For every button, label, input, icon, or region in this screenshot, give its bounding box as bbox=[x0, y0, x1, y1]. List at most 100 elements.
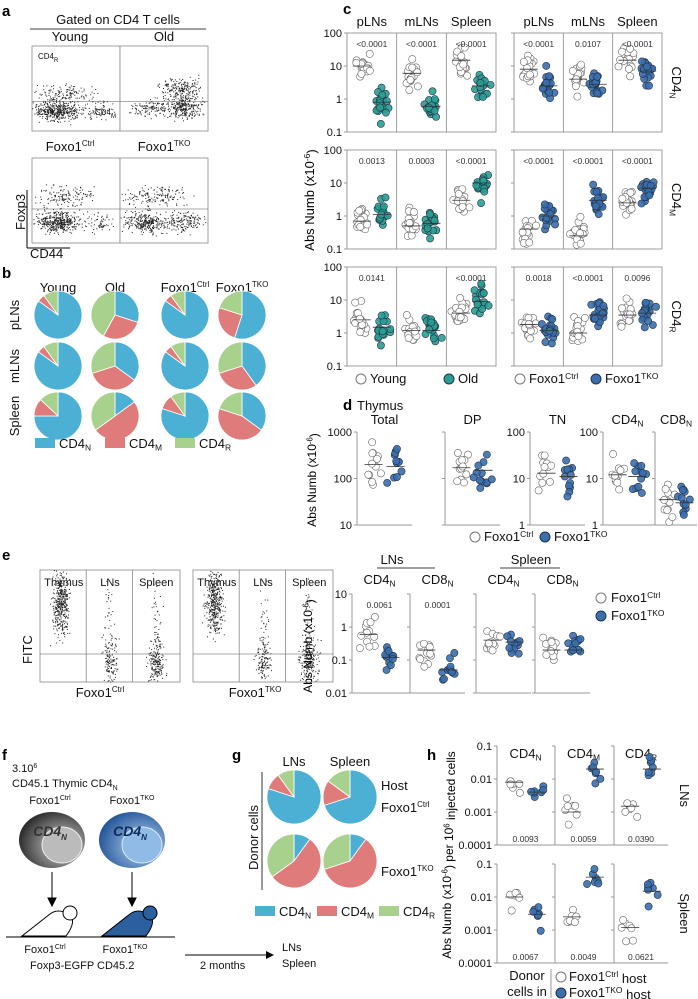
event-dot bbox=[224, 610, 226, 612]
event-dot bbox=[49, 222, 51, 224]
data-point bbox=[609, 450, 617, 458]
event-dot bbox=[151, 640, 153, 642]
event-dot bbox=[175, 83, 177, 85]
data-point bbox=[408, 55, 417, 64]
event-dot bbox=[199, 217, 201, 219]
event-dot bbox=[129, 219, 131, 221]
event-dot bbox=[47, 112, 49, 114]
event-dot bbox=[174, 106, 176, 108]
event-dot bbox=[207, 619, 209, 621]
event-dot bbox=[49, 109, 51, 111]
event-dot bbox=[219, 591, 221, 593]
event-dot bbox=[62, 104, 64, 106]
event-dot bbox=[60, 590, 62, 592]
event-dot bbox=[221, 619, 223, 621]
event-dot bbox=[116, 668, 118, 670]
event-dot bbox=[72, 226, 74, 228]
event-dot bbox=[157, 103, 159, 105]
event-dot bbox=[152, 107, 154, 109]
event-dot bbox=[220, 623, 222, 625]
event-dot bbox=[155, 603, 157, 605]
event-dot bbox=[56, 628, 58, 630]
event-dot bbox=[58, 233, 60, 235]
event-dot bbox=[307, 659, 309, 661]
event-dot bbox=[87, 218, 89, 220]
p-value: 0.0013 bbox=[359, 156, 385, 166]
event-dot bbox=[213, 594, 215, 596]
event-dot bbox=[46, 115, 48, 117]
event-dot bbox=[186, 223, 188, 225]
tick-label: 10 bbox=[340, 520, 352, 532]
event-dot bbox=[144, 112, 146, 114]
event-dot bbox=[116, 664, 118, 666]
event-dot bbox=[134, 103, 136, 105]
event-dot bbox=[179, 104, 181, 106]
event-dot bbox=[179, 91, 181, 93]
event-dot bbox=[67, 205, 69, 207]
event-dot bbox=[43, 209, 45, 211]
event-dot bbox=[190, 104, 192, 106]
event-dot bbox=[55, 622, 57, 624]
data-point bbox=[482, 450, 491, 459]
event-dot bbox=[182, 192, 184, 194]
group-treated bbox=[628, 459, 651, 497]
plot-title: CD4N bbox=[611, 412, 643, 429]
data-point bbox=[437, 333, 446, 342]
event-dot bbox=[63, 605, 65, 607]
event-dot bbox=[209, 575, 211, 577]
event-dot bbox=[136, 226, 138, 228]
event-dot bbox=[194, 82, 196, 84]
event-dot bbox=[154, 102, 156, 104]
event-dot bbox=[149, 652, 151, 654]
event-dot bbox=[190, 225, 192, 227]
event-dot bbox=[57, 585, 59, 586]
event-dot bbox=[195, 97, 197, 99]
event-dot bbox=[60, 605, 62, 607]
event-dot bbox=[104, 219, 106, 221]
tick-label: 100 bbox=[507, 427, 525, 439]
event-dot bbox=[196, 226, 198, 228]
event-dot bbox=[89, 113, 91, 115]
event-dot bbox=[156, 225, 158, 227]
event-dot bbox=[183, 91, 185, 93]
plots-c: pLNs mLNs Spleen pLNs mLNs Spleen0.1110100<0.… bbox=[302, 14, 684, 386]
event-dot bbox=[185, 115, 187, 117]
event-dot bbox=[45, 190, 47, 192]
data-point bbox=[637, 199, 646, 208]
event-dot bbox=[157, 662, 159, 664]
event-dot bbox=[182, 99, 184, 101]
event-dot bbox=[193, 85, 195, 87]
event-dot bbox=[263, 623, 265, 625]
event-dot bbox=[57, 603, 59, 605]
event-dot bbox=[150, 640, 152, 642]
data-point bbox=[413, 82, 422, 91]
event-dot bbox=[131, 224, 133, 226]
event-dot bbox=[102, 225, 104, 227]
event-dot bbox=[68, 120, 70, 122]
event-dot bbox=[49, 115, 51, 117]
event-dot bbox=[265, 668, 267, 670]
legend-swatch bbox=[105, 438, 125, 448]
event-dot bbox=[93, 224, 95, 226]
event-dot bbox=[105, 661, 107, 663]
event-dot bbox=[257, 648, 259, 650]
event-dot bbox=[213, 593, 215, 595]
event-dot bbox=[65, 98, 67, 100]
event-dot bbox=[90, 115, 92, 117]
event-dot bbox=[58, 116, 60, 118]
event-dot bbox=[124, 216, 126, 218]
event-dot bbox=[158, 228, 160, 230]
event-dot bbox=[63, 615, 65, 617]
event-dot bbox=[53, 621, 55, 623]
event-dot bbox=[65, 194, 67, 196]
event-dot bbox=[57, 217, 59, 219]
event-dot bbox=[211, 603, 213, 605]
event-dot bbox=[65, 83, 67, 85]
event-dot bbox=[148, 221, 150, 223]
event-dot bbox=[144, 228, 146, 230]
event-dot bbox=[212, 591, 214, 593]
event-dot bbox=[52, 224, 54, 226]
event-dot bbox=[95, 219, 97, 221]
event-dot bbox=[214, 630, 216, 632]
event-dot bbox=[199, 223, 201, 225]
